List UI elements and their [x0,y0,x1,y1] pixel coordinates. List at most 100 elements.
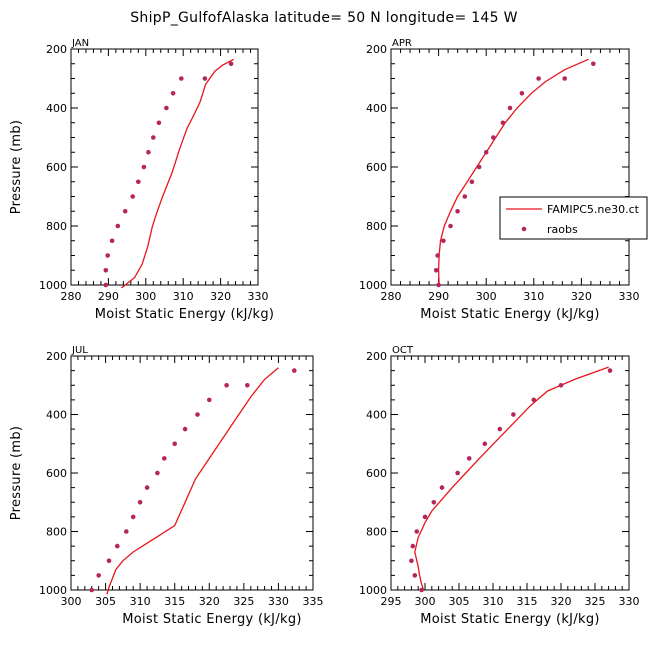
oct-raobs-point [558,383,564,388]
jan-plot-frame [70,48,259,286]
jan-raobs-point [130,194,135,199]
jan-x-tick-label: 290 [98,290,119,303]
jul-y-tick-label: 600 [46,467,67,480]
legend: FAMIPC5.ne30.ct raobs [499,196,648,240]
apr-x-axis-label: Moist Static Energy (kJ/kg) [420,307,600,322]
oct-raobs-point [431,500,437,505]
jul-y-tick-label: 800 [46,526,67,539]
jan-x-tick-label: 280 [61,290,82,303]
jul-x-tick-label: 310 [130,595,151,608]
legend-obs-label: raobs [547,223,578,236]
oct-x-tick-label: 295 [381,595,402,608]
jul-raobs-point [224,383,229,388]
oct-x-tick-label: 325 [585,595,606,608]
oct-x-tick-label: 315 [517,595,538,608]
apr-raobs-point [433,268,439,273]
jan-raobs-point [156,120,162,126]
jan-y-tick-label: 800 [46,220,67,233]
oct-raobs-point [409,558,414,564]
jan-raobs-point [136,179,141,185]
oct-raobs-point [410,543,416,549]
figure-title: ShipP_GulfofAlaska latitude= 50 N longit… [130,10,517,26]
apr-x-tick-label: 290 [428,290,449,303]
jul-x-axis-label: Moist Static Energy (kJ/kg) [122,612,302,627]
oct-y-tick-label: 800 [366,526,387,539]
oct-x-tick-label: 310 [483,595,504,608]
jan-x-tick-label: 330 [248,290,269,303]
oct-y-tick-label: 400 [366,409,387,422]
jul-y-tick-label: 1000 [39,584,67,597]
jul-raobs-point [195,412,200,417]
jan-raobs-point [146,150,151,155]
oct-raobs-point [412,573,418,578]
jan-raobs-point [179,76,184,81]
oct-raobs-point [439,485,445,490]
jan-raobs-point [170,91,176,96]
jul-raobs-point [172,441,177,447]
oct-raobs-point [455,470,460,476]
jan-x-tick-label: 310 [173,290,194,303]
oct-y-tick-label: 1000 [359,584,387,597]
apr-x-tick-label: 280 [381,290,402,303]
apr-y-tick-label: 800 [366,220,387,233]
jan-y-tick-label: 600 [46,161,67,174]
jul-x-tick-label: 300 [61,595,82,608]
oct-raobs-point [482,441,488,447]
jan-y-tick-label: 200 [46,43,67,56]
oct-panel-label: OCT [392,345,414,356]
jul-raobs-point [245,383,250,388]
jul-model-line [106,367,279,595]
apr-raobs-point [483,150,489,155]
jul-plot-frame [70,355,314,591]
apr-y-tick-label: 600 [366,161,387,174]
jul-raobs-point [115,543,120,549]
jan-panel-label: JAN [71,38,89,49]
jul-panel-label: JUL [71,345,88,356]
oct-raobs-point [466,456,472,461]
legend-model-label: FAMIPC5.ne30.ct [547,203,640,216]
panel-jul: JUL 300 305 310 315 320 325 330 335 200 400 600 800 1… [9,345,324,627]
jul-raobs-point [130,514,136,520]
oct-raobs-point [497,426,503,432]
jul-x-tick-label: 315 [164,595,185,608]
jan-y-axis-label: Pressure (mb) [9,120,24,215]
apr-x-tick-label: 330 [619,290,640,303]
jul-raobs-point [162,456,167,461]
apr-raobs-point [536,76,541,81]
jul-raobs-point [144,485,150,490]
apr-raobs-point [519,91,525,96]
jul-raobs-point [155,470,160,476]
jan-raobs-point [103,282,109,288]
jul-raobs-point [292,368,297,373]
jan-raobs-point [202,76,208,81]
jan-raobs-point [151,135,156,140]
jan-raobs-point [115,223,121,229]
jul-y-tick-label: 200 [46,350,67,363]
jul-raobs-point [96,573,101,578]
oct-raobs-point [419,587,424,593]
apr-y-tick-label: 200 [366,43,387,56]
apr-x-tick-label: 320 [571,290,592,303]
apr-plot-frame [390,48,630,286]
oct-raobs-point [511,412,516,417]
jul-y-axis-label: Pressure (mb) [9,426,24,521]
panel-jan: JAN 280 290 300 310 320 330 200 400 600 800 1000 Moi… [9,38,274,322]
jan-raobs-point [228,61,234,67]
apr-x-tick-label: 310 [523,290,544,303]
jan-y-tick-label: 400 [46,102,67,115]
oct-y-tick-label: 200 [366,350,387,363]
jan-y-tick-label: 1000 [39,279,67,292]
jul-raobs-point [89,587,94,593]
jul-x-tick-label: 330 [268,595,289,608]
apr-raobs-point [500,120,506,126]
jul-raobs-point [137,500,143,505]
apr-raobs-point [469,179,475,185]
oct-raobs-point [422,514,428,520]
jan-x-axis-label: Moist Static Energy (kJ/kg) [95,307,275,322]
apr-raobs-point [441,238,446,244]
oct-y-tick-label: 600 [366,467,387,480]
jan-raobs-point [141,164,147,170]
apr-raobs-point [448,223,453,229]
apr-raobs-point [455,209,460,214]
